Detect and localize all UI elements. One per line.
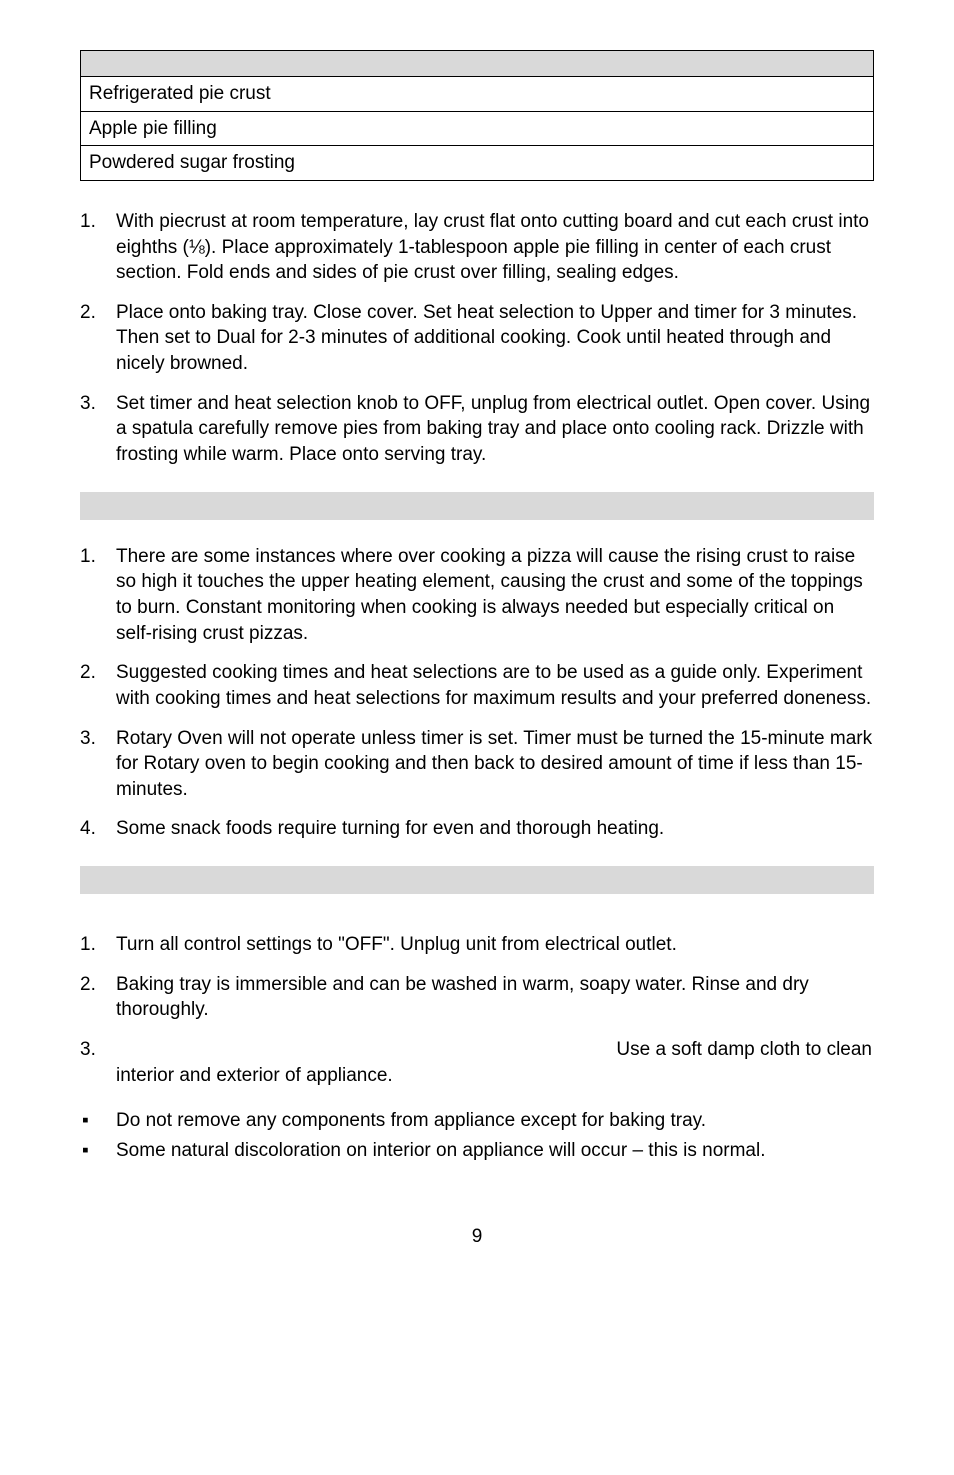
step-text: Some snack foods require turning for eve…: [116, 816, 874, 842]
list-item: 3. Rotary Oven will not operate unless t…: [80, 726, 874, 803]
step-number: 1.: [80, 209, 116, 286]
step-text: Place onto baking tray. Close cover. Set…: [116, 300, 874, 377]
step-number: 2.: [80, 972, 116, 1023]
step-text: Baking tray is immersible and can be was…: [116, 972, 874, 1023]
step-number: 3.: [80, 391, 116, 468]
page-number: 9: [80, 1224, 874, 1250]
list-item: 2. Suggested cooking times and heat sele…: [80, 660, 874, 711]
notes-list: ▪ Do not remove any components from appl…: [80, 1108, 874, 1163]
bullet-icon: ▪: [80, 1108, 116, 1134]
step-text-line: Use a soft damp cloth to clean: [116, 1037, 874, 1063]
table-row: Refrigerated pie crust: [81, 77, 874, 112]
recipe-steps: 1. With piecrust at room temperature, la…: [80, 209, 874, 468]
cleaning-steps: 1. Turn all control settings to "OFF". U…: [80, 932, 874, 1023]
ingredients-table: Refrigerated pie crust Apple pie filling…: [80, 50, 874, 181]
list-item: 3. Set timer and heat selection knob to …: [80, 391, 874, 468]
list-item: 2. Baking tray is immersible and can be …: [80, 972, 874, 1023]
note-text: Do not remove any components from applia…: [116, 1108, 874, 1134]
step-number: 1.: [80, 544, 116, 647]
step-number: 3.: [80, 1037, 116, 1088]
section-divider: [80, 866, 874, 894]
list-item: ▪ Some natural discoloration on interior…: [80, 1138, 874, 1164]
table-header-blank: [81, 51, 874, 77]
tips-list: 1. There are some instances where over c…: [80, 544, 874, 842]
table-row: Apple pie filling: [81, 111, 874, 146]
section-divider: [80, 492, 874, 520]
step-number: 2.: [80, 300, 116, 377]
step-text: There are some instances where over cook…: [116, 544, 874, 647]
step-text: Rotary Oven will not operate unless time…: [116, 726, 874, 803]
list-item: 1. Turn all control settings to "OFF". U…: [80, 932, 874, 958]
step-number: 2.: [80, 660, 116, 711]
step-number: 4.: [80, 816, 116, 842]
step-text: Set timer and heat selection knob to OFF…: [116, 391, 874, 468]
step-text: With piecrust at room temperature, lay c…: [116, 209, 874, 286]
bullet-icon: ▪: [80, 1138, 116, 1164]
table-row: Powdered sugar frosting: [81, 146, 874, 181]
list-item: ▪ Do not remove any components from appl…: [80, 1108, 874, 1134]
note-text: Some natural discoloration on interior o…: [116, 1138, 874, 1164]
step-text: Suggested cooking times and heat selecti…: [116, 660, 874, 711]
step-text-line: interior and exterior of appliance.: [116, 1063, 874, 1089]
list-item: 1. There are some instances where over c…: [80, 544, 874, 647]
list-item: 1. With piecrust at room temperature, la…: [80, 209, 874, 286]
step-number: 1.: [80, 932, 116, 958]
step-text: Turn all control settings to "OFF". Unpl…: [116, 932, 874, 958]
step-number: 3.: [80, 726, 116, 803]
list-item: 4. Some snack foods require turning for …: [80, 816, 874, 842]
list-item: 3. Use a soft damp cloth to clean interi…: [80, 1037, 874, 1088]
list-item: 2. Place onto baking tray. Close cover. …: [80, 300, 874, 377]
